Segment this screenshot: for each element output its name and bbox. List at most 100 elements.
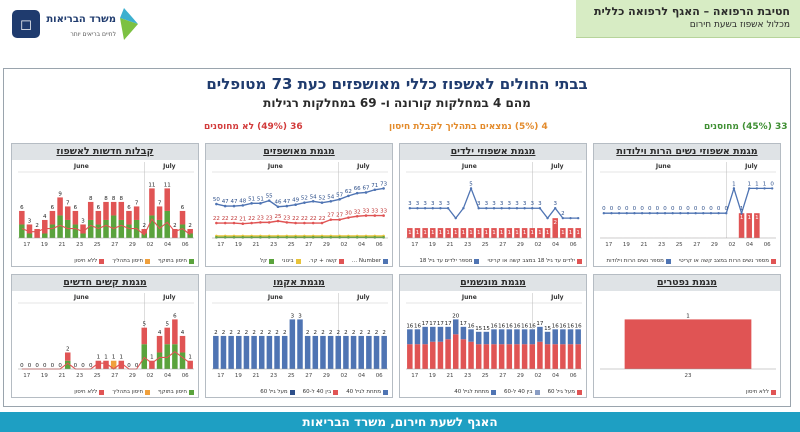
bar-segment: [164, 327, 170, 345]
bar-segment: [80, 224, 86, 234]
chart-legend: ללא חיסון: [598, 389, 776, 395]
legend-item: בינוני: [282, 258, 301, 264]
bar-segment: [514, 344, 520, 369]
month-label: June: [461, 163, 477, 170]
data-point: [656, 212, 659, 215]
bar-segment: [537, 326, 543, 342]
bar: [483, 228, 490, 238]
data-point: [355, 214, 359, 218]
data-point: [276, 205, 280, 209]
legend-item: קשה + קר.: [309, 258, 344, 264]
bar-segment: [506, 329, 513, 345]
data-point: [338, 218, 341, 221]
data-label: 0: [717, 206, 721, 212]
month-label: July: [356, 294, 370, 301]
data-label: 2: [252, 330, 256, 336]
legend-label: מעל גיל 60: [547, 389, 575, 395]
data-point: [408, 207, 412, 210]
legend-swatch: [189, 258, 194, 264]
legend-label: מתחת לגיל 40: [454, 389, 490, 395]
x-tick-label: 04: [358, 373, 365, 379]
data-label: 0: [770, 181, 774, 187]
legend-label: בין 40 ל-60: [302, 389, 332, 395]
data-label: 3: [28, 218, 32, 224]
bar: [560, 228, 566, 238]
bar-label: 1: [454, 230, 458, 236]
x-tick-label: 29: [323, 242, 330, 248]
legend-label: ללא חיסון: [74, 258, 98, 264]
panel-pregnant-women: מגמת אשפוזי נשים הרות וילודות June July 1 1…: [593, 143, 781, 267]
bar-segment: [414, 329, 421, 345]
data-label: 62: [345, 189, 352, 195]
x-tick-label: 23: [464, 373, 471, 379]
bar-segment: [179, 224, 186, 238]
bar-segment: [567, 344, 574, 369]
bar-label: 1: [538, 230, 542, 236]
x-tick-label: 17: [23, 242, 30, 248]
legend-swatch: [99, 258, 105, 264]
bar-segment: [575, 344, 581, 369]
bar-segment: [552, 344, 558, 369]
data-point: [215, 202, 218, 206]
data-point: [602, 212, 606, 215]
bar-label: 1: [740, 215, 744, 221]
bar: [514, 228, 520, 238]
x-tick-label: 29: [129, 373, 136, 379]
data-label: 16: [498, 323, 505, 329]
month-label: June: [461, 294, 477, 301]
data-label: 23: [283, 215, 290, 221]
data-point: [355, 191, 359, 195]
data-label: 17: [445, 321, 452, 327]
data-label: 16: [521, 323, 528, 329]
legend-item: מתחת לגיל 40: [454, 389, 497, 395]
x-tick-label: 25: [482, 242, 489, 248]
chart-legend: ילדים עד גיל 18 במצב קשה או קריטי מספר יל…: [404, 258, 582, 264]
bar-label: 1: [576, 230, 580, 236]
data-point: [439, 207, 442, 210]
data-label: 3: [477, 201, 481, 207]
panel-new-severe: מגמת קשים חדשים June July 0 0 0 0 0 0 2 0 0 0 1 1 1 1 0 0…: [11, 274, 199, 398]
status-vaccinated: 33 (45%) מחוסנים: [704, 122, 788, 132]
month-label: June: [267, 294, 283, 301]
data-label: 3: [500, 201, 504, 207]
data-point: [469, 187, 473, 190]
data-label: 3: [446, 201, 450, 207]
bar-label: 1: [747, 215, 751, 221]
bar-segment: [521, 344, 528, 369]
bar-segment: [103, 201, 109, 220]
data-label: 22: [231, 216, 238, 222]
chart-legend: Number ... קשה + קר. בינוני קל: [210, 258, 388, 264]
data-point: [285, 204, 289, 208]
data-label: 16: [552, 323, 559, 329]
x-tick-label: 06: [764, 242, 771, 248]
data-point: [633, 212, 636, 215]
data-label: 4: [158, 330, 162, 336]
data-point: [485, 207, 488, 210]
bar-segment: [179, 335, 186, 353]
bar-label: 1: [469, 230, 473, 236]
data-label: 16: [506, 323, 513, 329]
data-label: 2: [237, 330, 241, 336]
legend-label: ללא חיסון: [74, 389, 98, 395]
bar: [552, 218, 558, 238]
legend-label: מספר נשים הרות וילודות: [606, 258, 664, 264]
bar-segment: [475, 331, 482, 345]
data-label: 32: [354, 209, 361, 215]
data-label: 22: [319, 216, 326, 222]
bar-label: 1: [500, 230, 504, 236]
x-tick-label: 23: [658, 242, 665, 248]
x-tick-label: 02: [341, 242, 348, 248]
bar-label: 1: [477, 230, 481, 236]
bar-segment: [49, 224, 56, 238]
bar-segment: [407, 344, 413, 369]
bar-segment: [460, 339, 467, 369]
data-label: 2: [352, 330, 356, 336]
bar-segment: [42, 219, 48, 234]
data-label: 3: [439, 201, 443, 207]
data-label: 0: [127, 363, 131, 369]
legend-item: ללא חיסון: [74, 258, 105, 264]
data-point: [554, 207, 557, 210]
bar-segment: [19, 210, 25, 225]
bar-segment: [164, 188, 170, 211]
